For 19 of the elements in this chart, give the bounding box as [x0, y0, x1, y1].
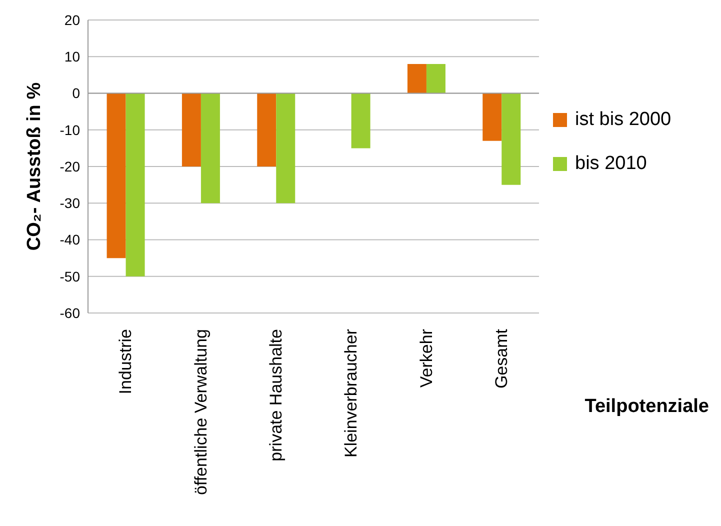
x-tick-label: private Haushalte [266, 329, 286, 462]
y-tick-label: -10 [60, 122, 80, 138]
legend-label: bis 2010 [575, 153, 647, 175]
x-axis-title: Teilpotenziale [584, 396, 709, 418]
x-tick-label: Gesamt [492, 328, 511, 389]
y-tick-label: -50 [60, 268, 80, 284]
y-tick-label: -40 [60, 232, 80, 248]
y-tick-label: 0 [72, 85, 80, 102]
y-tick-label: -30 [60, 195, 80, 212]
x-tick-label: Kleinverbraucher [342, 328, 361, 458]
x-tick-label: öffentliche Verwaltung [191, 329, 210, 496]
legend-label: ist bis 2000 [575, 109, 672, 131]
y-tick-label: 10 [64, 48, 80, 65]
y-tick-label: -20 [60, 158, 80, 174]
y-tick-label: -60 [60, 304, 80, 321]
x-tick-label: Industrie [116, 329, 136, 394]
y-tick-label: 20 [64, 12, 80, 28]
y-axis-title: CO₂- Ausstoß in % [24, 82, 45, 251]
x-tick-label: Verkehr [416, 328, 436, 388]
